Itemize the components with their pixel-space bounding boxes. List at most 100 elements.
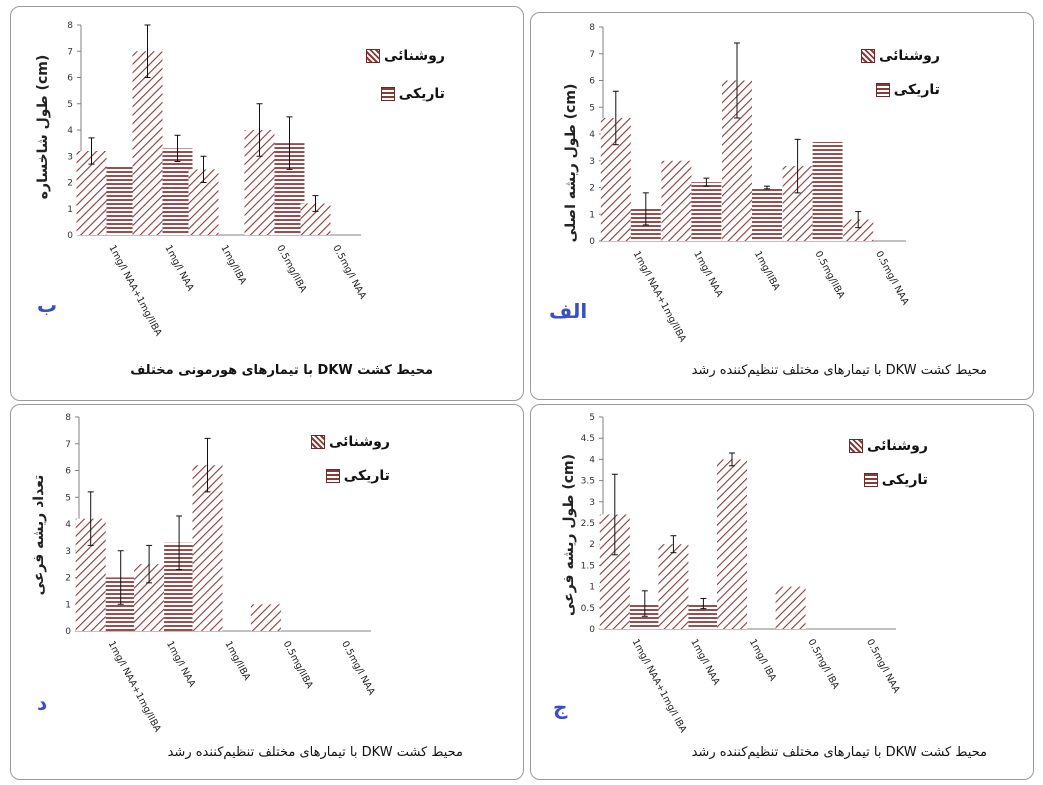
y-tick-label: 6 xyxy=(589,77,595,87)
bar-dark xyxy=(162,148,193,235)
legend-item-dark: تاریکی xyxy=(849,469,928,491)
y-tick-label: 3 xyxy=(67,152,73,162)
panel-label-alef: الف xyxy=(549,299,588,323)
y-tick-label: 3.5 xyxy=(581,477,595,487)
legend-swatch-dark xyxy=(875,83,890,97)
y-tick-label: 6 xyxy=(67,74,73,84)
legend-label: تاریکی xyxy=(881,472,928,488)
chart-svg-d: 0 1 2 3 4 5 6 7 8 1mg/l NAA+1mg/lIBA 1mg/l NAA 1mg/… xyxy=(65,413,377,734)
x-category-label: 0.5mg/lIBA xyxy=(281,639,315,691)
x-category-label: 0.5mg/lIBA xyxy=(812,249,846,301)
x-category-label: 1mg/lIBA xyxy=(218,243,248,287)
legend-j: روشنائی تاریکی xyxy=(849,435,928,491)
legend-item-dark: تاریکی xyxy=(861,79,940,101)
bar-dark xyxy=(812,142,843,241)
legend-swatch-dark xyxy=(863,473,878,487)
chart-svg-j: 0 0.5 1 1.5 2 2.5 3 3.5 4 4.5 5 1mg/l NAA+1mg/l IBA… xyxy=(581,413,902,735)
legend-item-light: روشنائی xyxy=(366,45,445,67)
x-category-label: 1mg/l NAA+1mg/l IBA xyxy=(630,637,689,735)
panel-label-d: د xyxy=(37,691,48,715)
legend-swatch-dark xyxy=(325,469,340,483)
bar-light xyxy=(775,586,806,629)
y-tick-label: 5 xyxy=(589,413,595,423)
legend-label: روشنائی xyxy=(384,48,445,64)
legend-label: تاریکی xyxy=(398,86,445,102)
legend-label: تاریکی xyxy=(343,468,390,484)
x-category-label: 1mg/l NAA xyxy=(688,637,722,687)
y-tick-label: 2 xyxy=(589,540,595,550)
y-tick-label: 5 xyxy=(67,100,73,110)
caption-b: محیط کشت DKW با تیمارهای هورمونی مختلف xyxy=(130,363,433,378)
y-tick-label: 1 xyxy=(67,205,73,215)
y-tick-label: 4 xyxy=(67,126,73,136)
y-tick-label: 1 xyxy=(589,583,595,593)
y-axis-label-d: تعداد ریشه فرعی xyxy=(31,474,47,596)
legend-label: تاریکی xyxy=(893,82,940,98)
legend-d: روشنائی تاریکی xyxy=(311,431,390,487)
bar-dark xyxy=(106,166,137,235)
y-tick-label: 7 xyxy=(67,47,73,57)
legend-swatch-light xyxy=(861,49,875,63)
x-category-label: 0.5mg/l NAA xyxy=(873,249,911,307)
x-category-label: 0.5mg/lIBA xyxy=(274,243,308,295)
caption-j: محیط کشت DKW با تیمارهای مختلف تنظیم‌کنن… xyxy=(691,745,987,760)
legend-item-dark: تاریکی xyxy=(311,465,390,487)
y-tick-label: 3 xyxy=(65,547,71,557)
legend-item-light: روشنائی xyxy=(311,431,390,453)
x-category-label: 0.5mg/l IBA xyxy=(805,637,841,691)
y-tick-label: 1.5 xyxy=(581,561,595,571)
legend-label: روشنائی xyxy=(867,438,928,454)
y-tick-label: 3 xyxy=(589,498,595,508)
x-category-label: 0.5mg/l NAA xyxy=(339,639,377,697)
y-tick-label: 6 xyxy=(65,467,71,477)
x-category-label: 1mg/l NAA+1mg/lIBA xyxy=(106,243,164,338)
legend-label: روشنائی xyxy=(879,48,940,64)
y-tick-label: 8 xyxy=(589,23,595,33)
chart-panel-b: 0 1 2 3 4 5 6 7 8 1mg/l NAA+1mg/lIBA 1mg/l NAA 1mg/… xyxy=(10,6,524,401)
y-tick-label: 0 xyxy=(589,237,595,247)
y-tick-label: 7 xyxy=(65,440,71,450)
legend-swatch-light xyxy=(366,49,380,63)
legend-swatch-light xyxy=(849,439,863,453)
x-category-label: 1mg/lIBA xyxy=(752,249,782,293)
legend-alef: روشنائی تاریکی xyxy=(861,45,940,101)
legend-item-light: روشنائی xyxy=(861,45,940,67)
y-axis-label-b: طول شاخساره (cm) xyxy=(35,54,51,200)
y-tick-label: 1 xyxy=(65,600,71,610)
legend-label: روشنائی xyxy=(329,434,390,450)
y-tick-label: 1 xyxy=(589,210,595,220)
legend-swatch-dark xyxy=(380,87,395,101)
y-tick-label: 4.5 xyxy=(581,434,595,444)
legend-swatch-light xyxy=(311,435,325,449)
x-category-label: 0.5mg/l NAA xyxy=(330,243,368,301)
y-tick-label: 0.5 xyxy=(581,604,595,614)
bar-dark xyxy=(752,187,782,241)
y-tick-label: 5 xyxy=(589,103,595,113)
y-tick-label: 4 xyxy=(589,130,595,140)
legend-item-light: روشنائی xyxy=(849,435,928,457)
x-category-label: 1mg/l NAA+1mg/lIBA xyxy=(631,249,689,344)
y-tick-label: 4 xyxy=(65,520,71,530)
bar-light xyxy=(661,160,692,241)
y-axis-label-j: طول ریشه فرعی (cm) xyxy=(561,453,577,617)
y-tick-label: 8 xyxy=(67,21,73,31)
x-category-label: 1mg/lIBA xyxy=(222,639,252,683)
y-tick-label: 3 xyxy=(589,157,595,167)
bar-light xyxy=(717,459,747,629)
legend-b: روشنائی تاریکی xyxy=(366,45,445,105)
chart-panel-alef: 0 1 2 3 4 5 6 7 8 1mg/l NAA+1mg/lIBA 1mg/l NAA 1mg/… xyxy=(530,12,1034,400)
bar-light xyxy=(250,604,281,631)
bar-light xyxy=(192,465,223,631)
y-axis-label-alef: طول ریشه اصلی (cm) xyxy=(563,83,579,243)
caption-alef: محیط کشت DKW با تیمارهای مختلف تنظیم‌کنن… xyxy=(691,363,987,378)
y-tick-label: 2 xyxy=(589,184,595,194)
caption-d: محیط کشت DKW با تیمارهای مختلف تنظیم‌کنن… xyxy=(167,745,463,760)
bar-dark xyxy=(691,182,722,241)
legend-item-dark: تاریکی xyxy=(366,83,445,105)
panel-label-b: ب xyxy=(37,293,58,317)
y-tick-label: 2 xyxy=(65,574,71,584)
bar-light xyxy=(76,151,107,235)
panel-label-j: ج xyxy=(553,695,568,719)
y-tick-label: 2.5 xyxy=(581,519,595,529)
